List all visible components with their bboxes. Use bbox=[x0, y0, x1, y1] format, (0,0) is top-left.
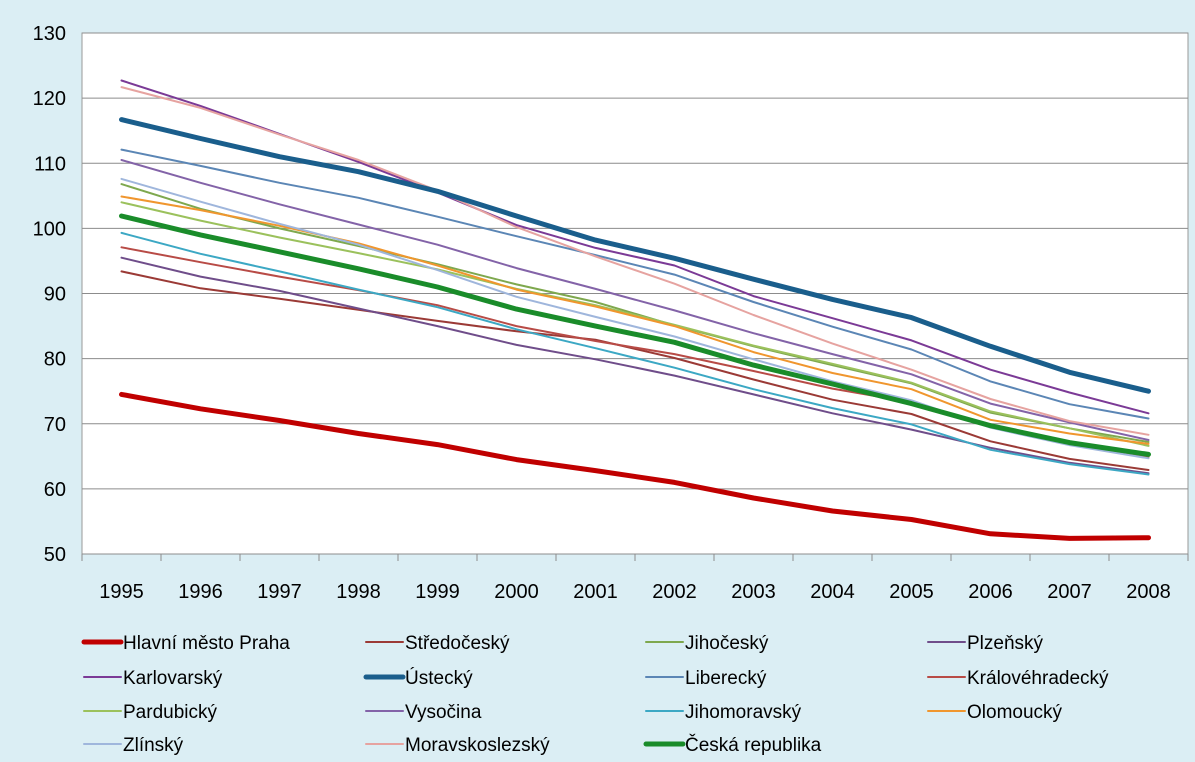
series-line-11 bbox=[120, 231, 1150, 476]
y-tick-label: 130 bbox=[33, 23, 66, 45]
x-tick-label: 2008 bbox=[1126, 581, 1171, 603]
legend-label: Pardubický bbox=[123, 702, 217, 723]
series-line-1 bbox=[119, 391, 1151, 541]
legend-label: Jihočeský bbox=[685, 633, 769, 654]
legend-label: Moravskoslezský bbox=[405, 735, 550, 756]
x-tick-label: 2002 bbox=[652, 581, 697, 603]
series-line-2 bbox=[120, 270, 1150, 471]
legend-label: Liberecký bbox=[685, 668, 767, 689]
series-lines bbox=[119, 79, 1151, 541]
x-tick-label: 1996 bbox=[178, 581, 223, 603]
y-tick-label: 60 bbox=[44, 479, 66, 501]
series-line-14 bbox=[120, 86, 1150, 436]
series-line-10 bbox=[120, 159, 1150, 441]
x-tick-label: 1997 bbox=[257, 581, 302, 603]
series-line-6 bbox=[119, 117, 1151, 394]
legend-label: Olomoucký bbox=[967, 702, 1063, 723]
y-axis-tick-labels: 50 60 70 80 90 100 110 120 130 bbox=[33, 23, 66, 566]
legend-label: Vysočina bbox=[405, 702, 482, 723]
legend: Hlavní město Praha Středočeský Jihočeský Pl… bbox=[81, 633, 1109, 756]
x-tick-label: 2001 bbox=[573, 581, 618, 603]
series-line-9 bbox=[120, 201, 1150, 447]
legend-label: Královéhradecký bbox=[967, 668, 1109, 689]
legend-label: Ústecký bbox=[405, 667, 473, 689]
series-line-12 bbox=[120, 195, 1150, 445]
x-tick-label: 1998 bbox=[336, 581, 381, 603]
legend-label: Hlavní město Praha bbox=[123, 633, 290, 654]
legend-label: Zlínský bbox=[123, 735, 184, 756]
y-tick-label: 120 bbox=[33, 88, 66, 110]
x-tick-label: 2005 bbox=[889, 581, 934, 603]
x-tick-label: 2003 bbox=[731, 581, 776, 603]
x-axis-tick-labels: 1995 1996 1997 1998 1999 2000 2001 2002 2003 2004… bbox=[81, 553, 1189, 603]
series-line-15 bbox=[119, 213, 1151, 457]
series-line-7 bbox=[120, 148, 1150, 420]
legend-label: Česká republika bbox=[685, 734, 822, 756]
y-tick-label: 100 bbox=[33, 218, 66, 240]
legend-label: Karlovarský bbox=[123, 668, 223, 689]
x-tick-label: 2006 bbox=[968, 581, 1013, 603]
y-tick-label: 50 bbox=[44, 544, 66, 566]
y-tick-label: 80 bbox=[44, 349, 66, 371]
y-tick-label: 110 bbox=[34, 153, 66, 175]
x-tick-label: 1999 bbox=[415, 581, 460, 603]
legend-label: Středočeský bbox=[405, 633, 510, 654]
x-tick-label: 2000 bbox=[494, 581, 539, 603]
y-tick-label: 90 bbox=[44, 284, 66, 306]
y-tick-label: 70 bbox=[44, 414, 66, 436]
legend-label: Jihomoravský bbox=[685, 702, 802, 723]
x-tick-label: 2004 bbox=[810, 581, 855, 603]
x-tick-label: 1995 bbox=[99, 581, 144, 603]
x-tick-label: 2007 bbox=[1047, 581, 1092, 603]
series-line-3 bbox=[120, 183, 1150, 443]
legend-label: Plzeňský bbox=[967, 633, 1044, 654]
